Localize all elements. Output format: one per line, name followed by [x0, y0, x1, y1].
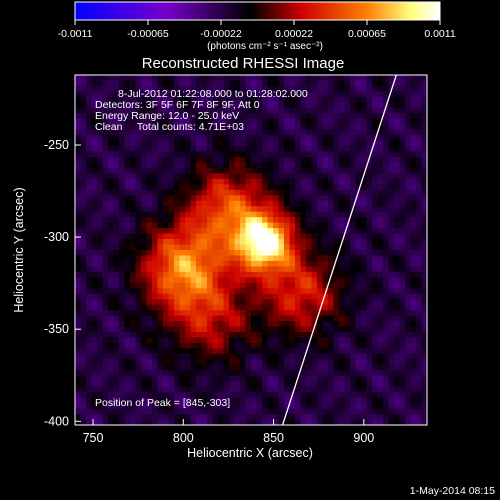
colorbar: -0.0011 -0.00065 -0.00022 0.00022 0.00065 0.0…	[58, 1, 456, 52]
colorbar-tick-label: -0.0011	[58, 28, 93, 40]
annotation-block: 8-Jul-2012 01:22:08.000 to 01:28:02.000 …	[95, 88, 308, 133]
heatmap-image	[75, 75, 427, 425]
annotation-detectors: Detectors: 3F 5F 6F 7F 8F 9F, Att 0	[95, 99, 260, 111]
peak-position-label: Position of Peak = [845,-303]	[95, 397, 230, 409]
colorbar-gradient	[74, 1, 441, 21]
colorbar-ticks: -0.0011 -0.00065 -0.00022 0.00022 0.00065 0.0…	[58, 20, 456, 40]
x-axis-ticks: 750 800 850 900	[83, 419, 374, 445]
y-tick-label: -350	[44, 322, 69, 336]
colorbar-tick-label: 0.0011	[424, 28, 455, 40]
chart-title: Reconstructed RHESSI Image	[142, 55, 345, 72]
plot-area	[74, 74, 428, 426]
x-tick-label: 750	[83, 431, 104, 445]
x-axis-label: Heliocentric X (arcsec)	[187, 446, 313, 460]
annotation-energy: Energy Range: 12.0 - 25.0 keV	[95, 110, 239, 122]
annotation-clean: Clean Total counts: 4.71E+03	[95, 121, 244, 133]
colorbar-tick-label: 0.00065	[348, 28, 386, 40]
plot-frame	[74, 74, 428, 426]
colorbar-tick-label: -0.00065	[127, 28, 169, 40]
colorbar-tick-label: -0.00022	[200, 28, 242, 40]
solar-limb-line	[281, 75, 397, 425]
annotation-time: 8-Jul-2012 01:22:08.000 to 01:28:02.000	[118, 88, 308, 100]
y-tick-label: -400	[44, 414, 69, 428]
colorbar-unit-label: (photons cm⁻² s⁻¹ asec⁻²)	[207, 41, 323, 52]
x-tick-label: 850	[263, 431, 284, 445]
y-tick-label: -250	[44, 138, 69, 152]
y-axis-label: Heliocentric Y (arcsec)	[12, 187, 26, 312]
y-axis-ticks: -250 -300 -350 -400	[44, 138, 81, 428]
footer-date: 1-May-2014 08:15	[410, 485, 495, 497]
x-tick-label: 900	[353, 431, 374, 445]
colorbar-tick-label: 0.00022	[275, 28, 313, 40]
y-tick-label: -300	[44, 230, 69, 244]
x-tick-label: 800	[173, 431, 194, 445]
